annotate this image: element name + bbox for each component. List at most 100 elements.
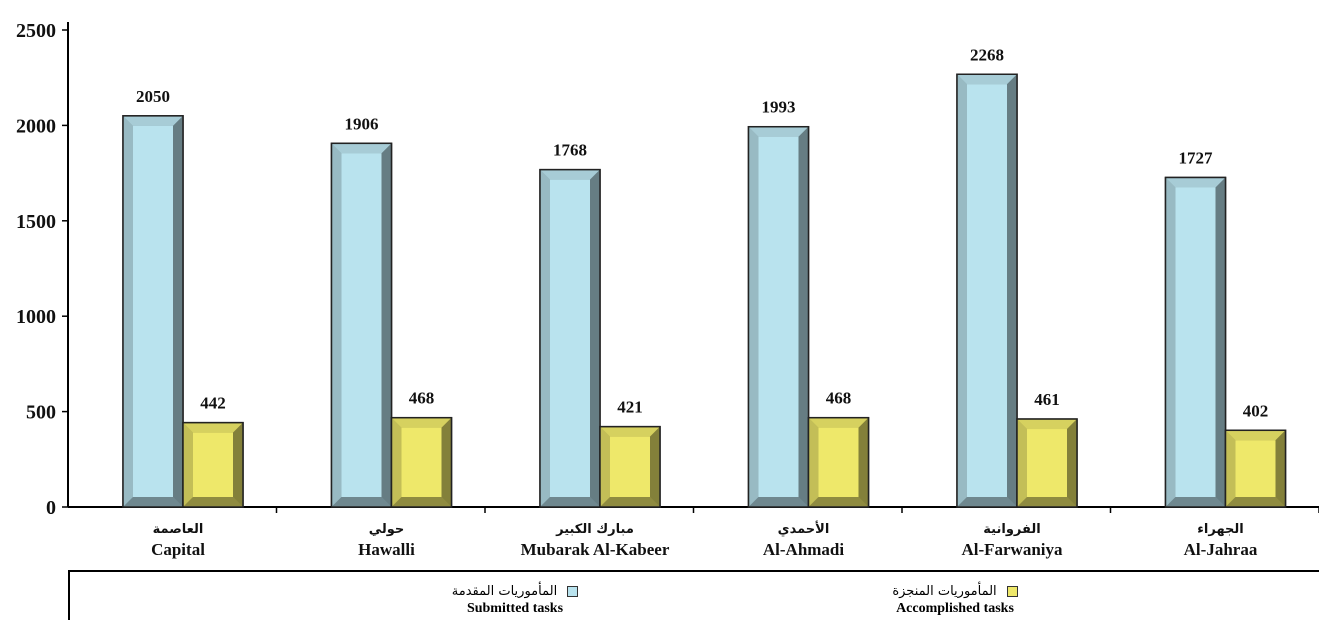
bar-bevel-bottom — [391, 497, 452, 507]
bar-outline — [390, 416, 453, 508]
data-label: 1768 — [553, 141, 587, 160]
bar-bevel-top — [123, 115, 183, 126]
bar-face — [193, 432, 233, 497]
x-tick-label-ar: الأحمدي — [778, 520, 830, 537]
data-label: 402 — [1243, 401, 1269, 420]
bar-outline — [1164, 176, 1227, 508]
bar-bevel-bottom — [1165, 497, 1226, 507]
x-tick-label-en: Al-Jahraa — [1184, 540, 1258, 559]
bar-bevel-right — [798, 126, 809, 508]
bar-bevel-left — [540, 169, 550, 508]
x-tick-label-ar: الجهراء — [1197, 522, 1243, 537]
legend-label-submitted-en: Submitted tasks — [466, 601, 564, 616]
data-label: 468 — [826, 389, 852, 408]
bar-outline — [122, 115, 184, 508]
bar-bevel-right — [381, 143, 392, 507]
bar-face — [1175, 187, 1216, 497]
data-label: 2050 — [136, 87, 170, 106]
y-tick-label: 2500 — [16, 20, 56, 42]
data-label: 461 — [1034, 390, 1060, 409]
bar-face — [758, 136, 799, 497]
legend-item-accomplished: المأموريات المنجزة Accomplished tasks — [795, 580, 1115, 617]
data-label: 2268 — [970, 45, 1004, 64]
y-tick-label: 500 — [26, 402, 56, 424]
legend-label-accomplished-en: Accomplished tasks — [896, 601, 1014, 616]
bar-bevel-right — [1067, 419, 1077, 507]
data-label: 1727 — [1179, 148, 1214, 167]
bar-bevel-left — [391, 417, 402, 507]
bar-face — [550, 179, 590, 498]
bar-bevel-top — [183, 422, 243, 433]
x-tick-label-en: Hawalli — [358, 540, 415, 559]
y-tick-label: 1500 — [16, 211, 56, 233]
bar-bevel-left — [957, 74, 967, 508]
bar-outline — [807, 416, 870, 508]
bar-bevel-left — [748, 126, 759, 508]
data-label: 468 — [409, 389, 435, 408]
bar-bevel-bottom — [957, 497, 1017, 507]
bar-outline — [539, 168, 601, 508]
bar-bevel-top — [331, 143, 392, 154]
bar-bevel-bottom — [183, 497, 243, 507]
bar-bevel-top — [540, 169, 600, 180]
y-tick-label: 0 — [46, 497, 56, 519]
bar-bevel-left — [1017, 419, 1027, 507]
bar-bevel-bottom — [331, 497, 392, 507]
legend-label-accomplished-ar: المأموريات المنجزة — [892, 584, 997, 599]
x-tick-label-ar: حولي — [369, 522, 405, 537]
bar-bevel-top — [391, 417, 452, 428]
bar-bevel-top — [600, 426, 660, 437]
bar-bevel-right — [173, 115, 183, 508]
legend-swatch-submitted — [567, 586, 579, 597]
data-label: 421 — [617, 398, 643, 417]
bar-bevel-right — [1275, 430, 1286, 507]
bar-bevel-top — [957, 74, 1017, 85]
bar-bevel-left — [1165, 177, 1176, 507]
bar-bevel-right — [858, 417, 869, 507]
bar-face — [401, 427, 442, 497]
bar-bevel-bottom — [1017, 497, 1077, 507]
bar-bevel-right — [441, 417, 452, 507]
legend: المأموريات المقدمة Submitted tasks المأم… — [68, 570, 1319, 620]
bar-bevel-left — [1225, 430, 1236, 507]
legend-item-submitted: المأموريات المقدمة Submitted tasks — [355, 580, 675, 617]
bar-face — [1027, 429, 1067, 497]
bar-bevel-right — [233, 422, 243, 507]
bar-bevel-top — [1017, 419, 1077, 430]
bar-outline — [956, 73, 1018, 508]
bar-bevel-top — [748, 126, 809, 137]
bar-bevel-left — [123, 115, 133, 508]
bar-bevel-top — [1225, 430, 1286, 441]
bar-bevel-bottom — [1225, 497, 1286, 507]
bar-face — [818, 427, 859, 497]
bar-outline — [330, 142, 393, 508]
y-tick-label: 1000 — [16, 306, 56, 328]
bar-bevel-right — [650, 426, 660, 507]
x-tick-label-ar: الفروانية — [983, 522, 1040, 537]
bar-bevel-bottom — [540, 497, 600, 507]
bar-face — [610, 436, 650, 497]
y-tick-label: 2000 — [16, 115, 56, 137]
bar-bevel-right — [1215, 177, 1226, 507]
x-tick-label-ar: مبارك الكبير — [555, 522, 634, 537]
bar-bevel-left — [183, 422, 193, 507]
bar-bevel-left — [600, 426, 610, 507]
data-label: 1906 — [345, 114, 379, 133]
bar-bevel-left — [808, 417, 819, 507]
bar-bevel-bottom — [123, 497, 183, 507]
bar-bevel-bottom — [748, 497, 809, 507]
bar-outline — [747, 125, 810, 508]
bar-bevel-top — [1165, 177, 1226, 188]
data-label: 442 — [200, 394, 226, 413]
bar-bevel-right — [1007, 74, 1017, 508]
bar-bevel-bottom — [808, 497, 869, 507]
legend-label-submitted-ar: المأموريات المقدمة — [451, 584, 558, 599]
bar-outline — [182, 421, 244, 508]
bar-face — [967, 84, 1007, 498]
x-tick-label-en: Mubarak Al-Kabeer — [521, 540, 670, 559]
bar-face — [1235, 440, 1276, 497]
bar-outline — [1016, 418, 1078, 508]
bar-face — [133, 125, 173, 498]
x-tick-label-en: Al-Farwaniya — [961, 540, 1063, 559]
bar-bevel-bottom — [600, 497, 660, 507]
